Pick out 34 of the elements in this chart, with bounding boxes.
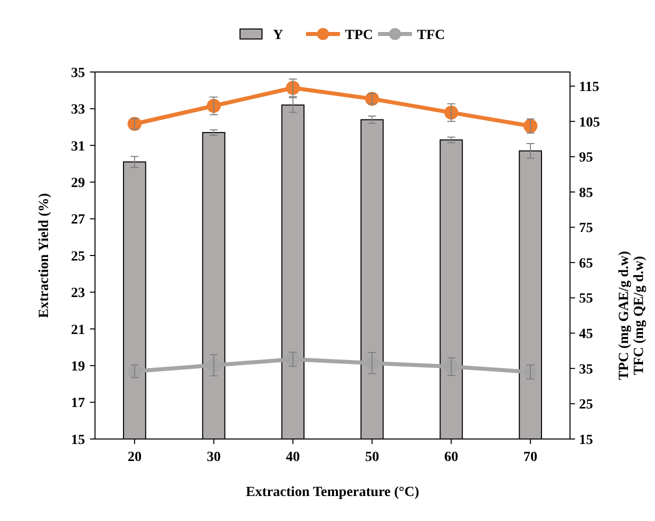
y-tick-label: 27 — [71, 212, 85, 228]
y2-tick-label: 75 — [579, 221, 593, 236]
x-axis-title: Extraction Temperature (°C) — [246, 485, 420, 500]
y2-tick-label: 15 — [579, 432, 593, 448]
y2-tick-label: 25 — [579, 398, 593, 413]
legend-label: TPC — [345, 28, 373, 44]
y-tick-label: 15 — [71, 432, 85, 448]
y-tick-label: 23 — [71, 286, 85, 302]
legend-label: Y — [273, 28, 284, 44]
y2-tick-label: 35 — [579, 362, 593, 378]
y-tick-label: 35 — [71, 66, 85, 81]
y2-tick-label: 55 — [579, 292, 593, 307]
y-axis-title: Extraction Yield (%) — [37, 192, 52, 318]
y2-tick-label: 65 — [579, 256, 593, 272]
x-tick-label: 60 — [444, 450, 458, 465]
y2-tick-label: 105 — [579, 115, 600, 130]
y-tick-label: 21 — [71, 322, 85, 338]
y2-tick-label: 85 — [579, 186, 593, 201]
y-tick-label: 19 — [71, 360, 85, 374]
y-tick-label: 31 — [71, 139, 85, 154]
x-tick-label: 70 — [523, 450, 538, 465]
y-tick-label: 25 — [71, 249, 85, 264]
y-tick-label: 29 — [71, 176, 85, 191]
x-tick-label: 40 — [286, 450, 300, 465]
y2-tick-label: 115 — [579, 80, 600, 96]
x-tick-label: 50 — [365, 450, 380, 465]
legend-label: TFC — [417, 28, 445, 44]
y2-axis-title: TPC (mg GAE/g d.w) TFC (mg QE/g d.w) — [617, 250, 647, 380]
y2-tick-label: 45 — [579, 327, 593, 342]
x-tick-label: 20 — [128, 450, 142, 465]
x-tick-label: 30 — [206, 450, 221, 465]
y-tick-label: 17 — [71, 396, 85, 412]
y-tick-label: 33 — [71, 102, 85, 118]
y2-tick-label: 95 — [579, 150, 593, 166]
